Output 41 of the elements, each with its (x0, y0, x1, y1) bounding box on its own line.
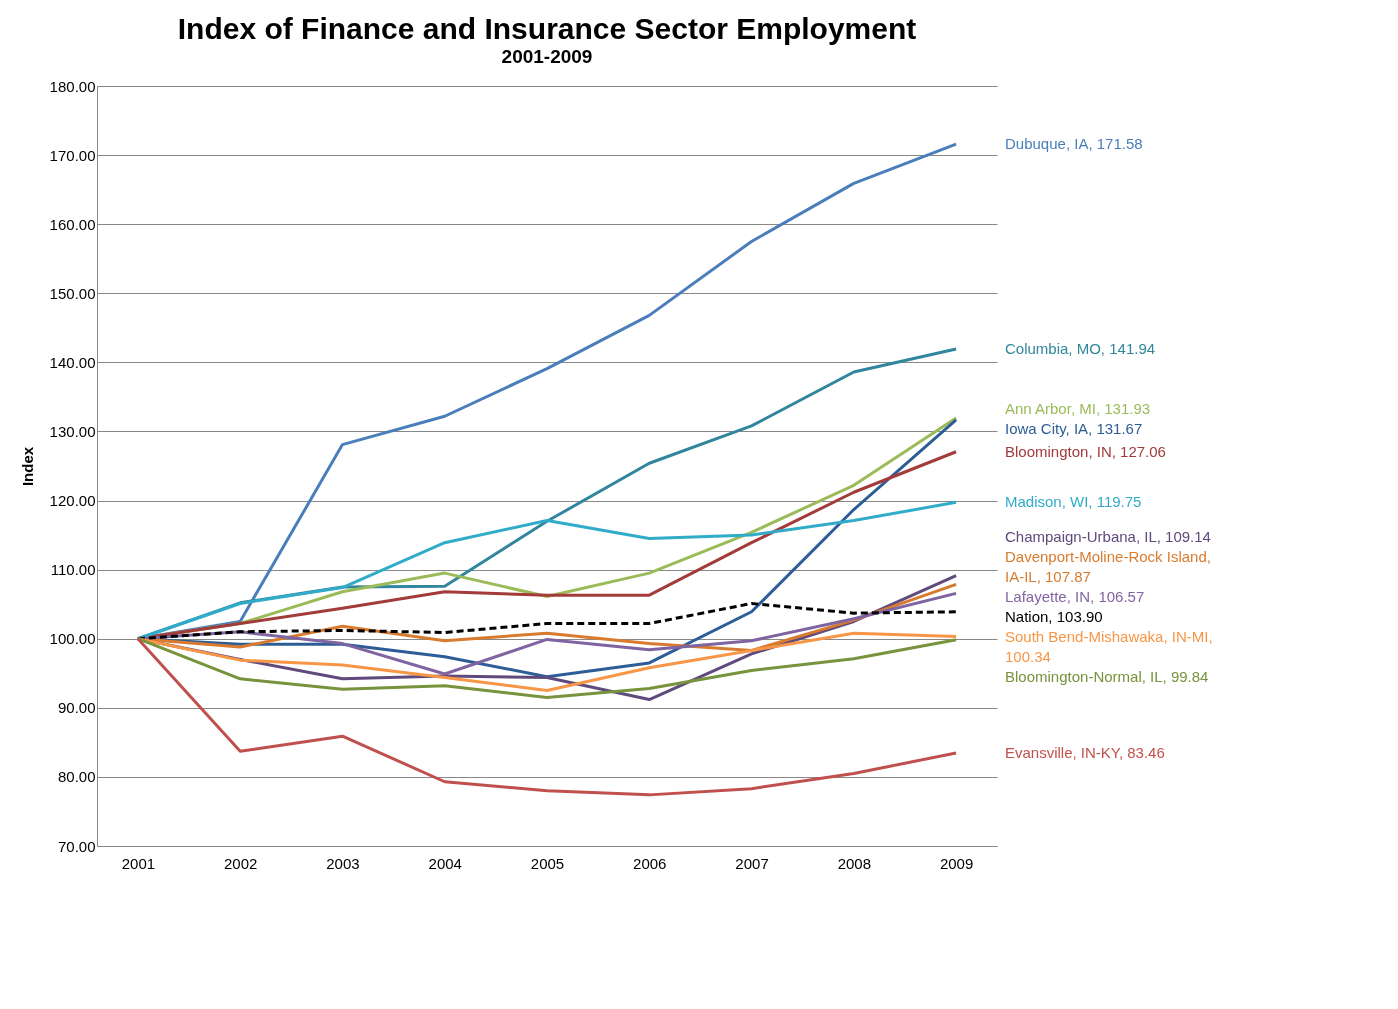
y-tick-label: 170.00 (49, 146, 96, 164)
text: Columbia, MO, 141.94 (1005, 339, 1156, 357)
y-tick-label: 100.00 (49, 630, 96, 648)
text: Lafayette, IN, 106.57 (1005, 587, 1145, 605)
line-series (136, 637, 958, 797)
text: Champaign-Urbana, IL, 109.14 (1005, 527, 1211, 545)
x-tick-label: 2001 (121, 854, 156, 872)
y-tick-label: 140.00 (49, 353, 96, 371)
x-tick-label: 2005 (530, 854, 565, 872)
y-tick-label: 180.00 (49, 77, 96, 95)
text: Evansville, IN-KY, 83.46 (1005, 744, 1165, 761)
y-tick-label: 90.00 (57, 699, 96, 717)
line-series (136, 637, 958, 699)
x-tick-label: 2003 (326, 854, 360, 872)
x-tick-label: 2006 (633, 854, 667, 872)
text: Ann Arbor, MI, 131.93 (1005, 400, 1151, 418)
y-axis-title: Index (18, 446, 36, 487)
text: Dubuque, IA, 171.58 (1005, 135, 1143, 153)
y-tick-label: 120.00 (49, 492, 96, 510)
y-tick-label: 80.00 (57, 768, 96, 786)
x-tick-label: 2008 (837, 854, 872, 872)
x-tick-label: 2007 (735, 854, 769, 872)
y-tick-label: 130.00 (49, 422, 96, 440)
text: Iowa City, IA, 131.67 (1005, 420, 1143, 438)
x-tick-label: 2009 (939, 854, 974, 872)
line-series (136, 500, 958, 641)
y-tick-label: 160.00 (49, 215, 96, 233)
text: South Bend-Mishawaka, IN-MI, 100.34 (1005, 627, 1213, 665)
y-tick-label: 70.00 (57, 837, 96, 855)
text: Bloomington-Normal, IL, 99.84 (1005, 667, 1209, 685)
x-tick-label: 2004 (428, 854, 462, 872)
x-tick-label: 2002 (223, 854, 258, 872)
text: Madison, WI, 119.75 (1005, 493, 1142, 511)
y-tick-label: 150.00 (49, 284, 96, 302)
chart-subtitle: 2001-2009 (501, 46, 593, 67)
text: Bloomington, IN, 127.06 (1005, 442, 1166, 460)
chart-title: Index of Finance and Insurance Sector Employment (177, 12, 917, 45)
text: Nation, 103.90 (1005, 607, 1103, 625)
y-tick-label: 110.00 (50, 561, 96, 579)
line-series (136, 601, 958, 641)
text: Davenport-Moline-Rock Island, IA-IL, 107.87 (1005, 547, 1211, 585)
